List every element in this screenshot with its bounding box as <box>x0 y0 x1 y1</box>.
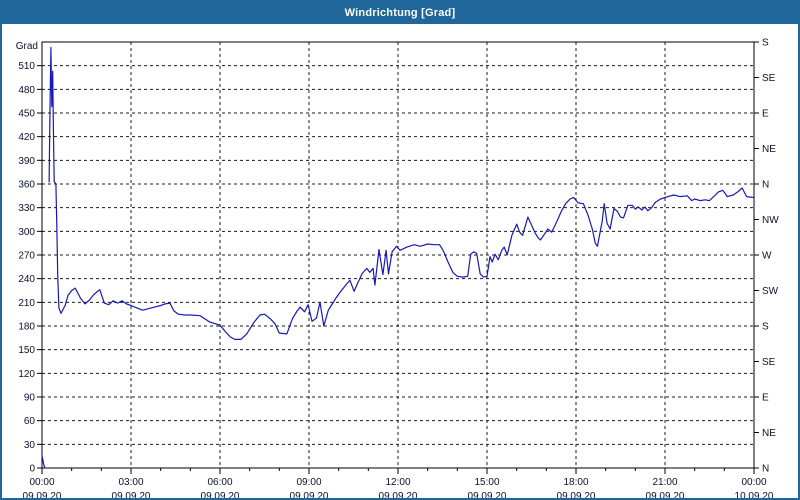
y-left-tick-label: 90 <box>24 393 36 404</box>
y-right-tick-label: S <box>762 38 769 49</box>
y-left-tick-label: 210 <box>18 298 35 309</box>
x-tick-time-label: 12:00 <box>385 477 410 488</box>
x-tick-time-label: 00:00 <box>741 477 766 488</box>
y-left-tick-label: 120 <box>18 369 35 380</box>
x-tick-date-label: 09.09.20 <box>112 491 151 498</box>
y-right-tick-label: S <box>762 322 769 333</box>
x-tick-date-label: 10.09.20 <box>735 491 774 498</box>
y-left-tick-label: 510 <box>18 61 35 72</box>
y-left-tick-label: 150 <box>18 345 35 356</box>
x-tick-time-label: 03:00 <box>118 477 143 488</box>
y-left-tick-label: 180 <box>18 322 35 333</box>
y-right-tick-label: W <box>762 251 772 262</box>
x-tick-time-label: 15:00 <box>474 477 499 488</box>
x-tick-time-label: 00:00 <box>29 477 54 488</box>
chart-area: 0 30 60 90 120 150 180 210 240 270 300 330 360 390 420… <box>2 24 798 498</box>
y-left-tick-label: 300 <box>18 227 35 238</box>
y-left-tick-label: 0 <box>29 464 35 475</box>
window-title: Windrichtung [Grad] <box>344 7 456 19</box>
y-axis-unit-label: Grad <box>16 41 38 52</box>
y-right-tick-label: SE <box>762 357 776 368</box>
x-tick-time-label: 21:00 <box>652 477 677 488</box>
y-left-tick-label: 60 <box>24 416 36 427</box>
x-tick-date-label: 09.09.20 <box>290 491 329 498</box>
x-tick-date-label: 09.09.20 <box>23 491 62 498</box>
x-tick-date-label: 09.09.20 <box>468 491 507 498</box>
y-left-tick-label: 330 <box>18 203 35 214</box>
y-right-tick-label: E <box>762 109 769 120</box>
y-right-tick-label: SW <box>762 286 779 297</box>
y-right-tick-label: NW <box>762 215 779 226</box>
x-tick-date-label: 09.09.20 <box>379 491 418 498</box>
wind-direction-chart: 0 30 60 90 120 150 180 210 240 270 300 330 360 390 420… <box>16 38 779 499</box>
y-left-tick-label: 390 <box>18 156 35 167</box>
x-tick-date-label: 09.09.20 <box>201 491 240 498</box>
y-right-tick-label: E <box>762 393 769 404</box>
y-right-tick-label: NE <box>762 144 776 155</box>
y-left-tick-label: 360 <box>18 180 35 191</box>
y-left-tick-label: 420 <box>18 132 35 143</box>
y-left-tick-label: 240 <box>18 274 35 285</box>
wind-direction-line <box>41 455 46 469</box>
y-right-tick-label: NE <box>762 428 776 439</box>
y-left-tick-label: 450 <box>18 109 35 120</box>
x-tick-time-label: 09:00 <box>296 477 321 488</box>
y-right-tick-label: N <box>762 464 769 475</box>
x-tick-time-label: 18:00 <box>563 477 588 488</box>
window-title-bar: Windrichtung [Grad] <box>2 2 798 24</box>
x-tick-date-label: 09.09.20 <box>646 491 685 498</box>
y-right-tick-label: N <box>762 180 769 191</box>
x-tick-date-label: 09.09.20 <box>557 491 596 498</box>
x-tick-time-label: 06:00 <box>207 477 232 488</box>
y-left-tick-label: 480 <box>18 85 35 96</box>
wind-direction-line <box>48 46 754 340</box>
y-left-tick-label: 270 <box>18 251 35 262</box>
y-right-tick-label: SE <box>762 73 776 84</box>
y-left-tick-label: 30 <box>24 440 36 451</box>
